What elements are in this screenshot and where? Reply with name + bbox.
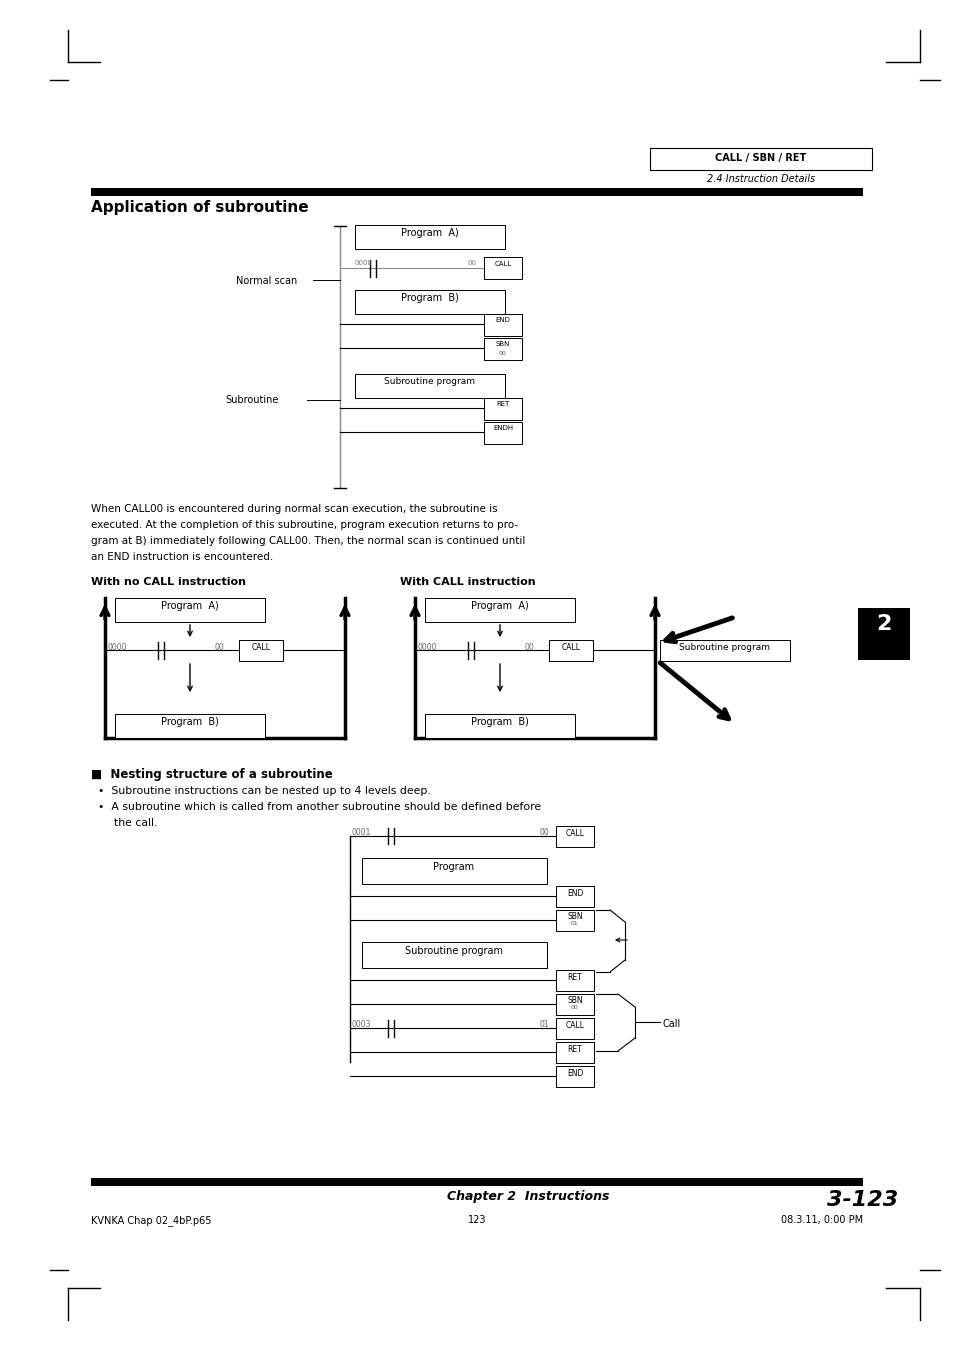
Text: CALL: CALL xyxy=(565,830,584,838)
Text: 0003: 0003 xyxy=(352,1020,371,1029)
Text: Subroutine: Subroutine xyxy=(225,394,278,405)
Text: Chapter 2  Instructions: Chapter 2 Instructions xyxy=(447,1190,609,1202)
Text: Subroutine program: Subroutine program xyxy=(679,643,770,653)
Bar xyxy=(483,399,521,420)
Bar xyxy=(424,713,575,738)
Bar xyxy=(857,608,909,661)
Text: RET: RET xyxy=(567,973,581,982)
Bar xyxy=(91,188,862,196)
Text: 2: 2 xyxy=(876,613,891,634)
Text: executed. At the completion of this subroutine, program execution returns to pro: executed. At the completion of this subr… xyxy=(91,520,517,530)
Text: 0001: 0001 xyxy=(352,828,371,838)
Bar xyxy=(239,640,283,661)
Bar xyxy=(483,338,521,359)
Text: Normal scan: Normal scan xyxy=(235,276,297,286)
Bar xyxy=(355,290,504,313)
Text: Program  A): Program A) xyxy=(161,601,218,611)
Text: RET: RET xyxy=(567,1046,581,1054)
Text: CALL: CALL xyxy=(561,643,579,653)
Bar xyxy=(556,1019,594,1039)
Text: Program  B): Program B) xyxy=(471,717,528,727)
Text: ENDH: ENDH xyxy=(493,426,513,431)
Text: SBN: SBN xyxy=(567,912,582,921)
Bar xyxy=(355,226,504,249)
Text: END: END xyxy=(495,317,510,323)
Bar xyxy=(556,886,594,907)
Text: 01: 01 xyxy=(571,921,578,925)
Text: With no CALL instruction: With no CALL instruction xyxy=(91,577,246,586)
Bar xyxy=(556,994,594,1015)
Text: •  A subroutine which is called from another subroutine should be defined before: • A subroutine which is called from anot… xyxy=(98,802,540,812)
Bar xyxy=(556,970,594,992)
Bar xyxy=(556,1042,594,1063)
Text: 0008: 0008 xyxy=(355,259,373,266)
Text: the call.: the call. xyxy=(113,817,157,828)
Bar xyxy=(556,1066,594,1088)
Text: 00: 00 xyxy=(214,643,225,653)
Text: CALL / SBN / RET: CALL / SBN / RET xyxy=(715,153,806,163)
Text: Program  B): Program B) xyxy=(161,717,218,727)
Text: RET: RET xyxy=(496,401,509,407)
Text: KVNKA Chap 02_4bP.p65: KVNKA Chap 02_4bP.p65 xyxy=(91,1215,212,1225)
Bar xyxy=(355,374,504,399)
Text: an END instruction is encountered.: an END instruction is encountered. xyxy=(91,553,273,562)
Text: CALL: CALL xyxy=(494,261,511,267)
Bar xyxy=(556,911,594,931)
Text: Application of subroutine: Application of subroutine xyxy=(91,200,309,215)
Text: ■  Nesting structure of a subroutine: ■ Nesting structure of a subroutine xyxy=(91,767,333,781)
Bar xyxy=(659,640,789,661)
Text: gram at B) immediately following CALL00. Then, the normal scan is continued unti: gram at B) immediately following CALL00.… xyxy=(91,536,525,546)
Text: Subroutine program: Subroutine program xyxy=(384,377,475,386)
Bar xyxy=(483,313,521,336)
Text: 00: 00 xyxy=(539,828,549,838)
Text: 08.3.11, 0:00 PM: 08.3.11, 0:00 PM xyxy=(781,1215,862,1225)
Text: 00: 00 xyxy=(498,351,506,357)
Bar xyxy=(424,598,575,621)
Bar xyxy=(115,713,265,738)
Bar xyxy=(483,422,521,444)
Bar xyxy=(361,858,546,884)
Bar xyxy=(361,942,546,969)
Text: Subroutine program: Subroutine program xyxy=(405,946,502,957)
Text: 3-123: 3-123 xyxy=(826,1190,898,1210)
Text: 00: 00 xyxy=(468,259,476,266)
Bar xyxy=(115,598,265,621)
Text: END: END xyxy=(566,1069,582,1078)
Text: •  Subroutine instructions can be nested up to 4 levels deep.: • Subroutine instructions can be nested … xyxy=(98,786,431,796)
Text: 123: 123 xyxy=(467,1215,486,1225)
Bar xyxy=(556,825,594,847)
Bar xyxy=(91,1178,862,1186)
Text: SBN: SBN xyxy=(567,996,582,1005)
Text: CALL: CALL xyxy=(565,1021,584,1029)
Text: With CALL instruction: With CALL instruction xyxy=(399,577,535,586)
Text: Program  B): Program B) xyxy=(400,293,458,303)
Text: 00: 00 xyxy=(524,643,535,653)
Text: SBN: SBN xyxy=(496,340,510,347)
Text: Call: Call xyxy=(662,1019,680,1029)
Text: 0000: 0000 xyxy=(108,643,128,653)
Bar xyxy=(548,640,593,661)
Text: END: END xyxy=(566,889,582,898)
Bar xyxy=(483,257,521,280)
Text: Program  A): Program A) xyxy=(471,601,528,611)
Text: 2.4 Instruction Details: 2.4 Instruction Details xyxy=(706,174,814,184)
Text: CALL: CALL xyxy=(252,643,271,653)
Text: Program: Program xyxy=(433,862,474,871)
Text: When CALL00 is encountered during normal scan execution, the subroutine is: When CALL00 is encountered during normal… xyxy=(91,504,497,513)
Text: Program  A): Program A) xyxy=(400,228,458,238)
Bar xyxy=(649,149,871,170)
Text: 01: 01 xyxy=(539,1020,549,1029)
Text: 0000: 0000 xyxy=(417,643,437,653)
Text: 00: 00 xyxy=(571,1005,578,1011)
